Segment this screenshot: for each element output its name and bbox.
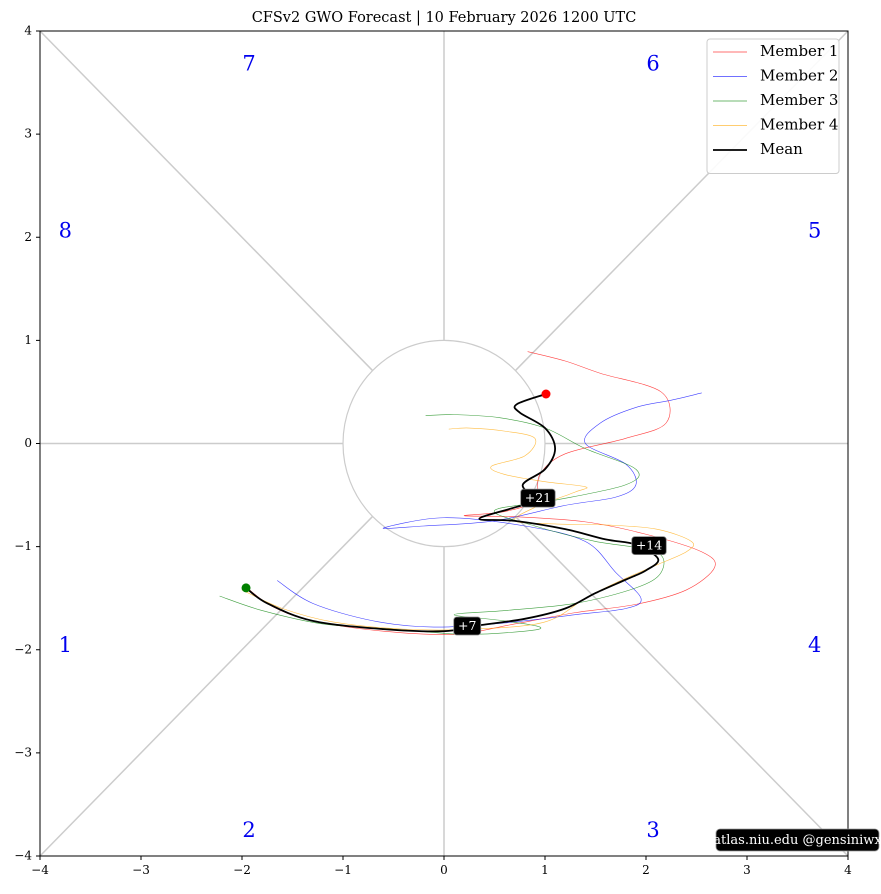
y-tick-label: 0 — [24, 436, 32, 450]
phase-label-7: 7 — [242, 52, 255, 76]
guide-diagonal-top-left — [39, 30, 374, 372]
series-line-mean — [245, 393, 660, 633]
day-marker-label: +14 — [636, 538, 662, 553]
day-marker-label: +21 — [525, 490, 551, 505]
series-lines — [219, 351, 716, 635]
x-tick-label: 2 — [642, 863, 650, 877]
legend-entry: Mean — [713, 140, 803, 158]
x-tick-label: 4 — [844, 863, 852, 877]
phase-label-8: 8 — [59, 219, 72, 243]
series-line-member-2 — [277, 392, 702, 628]
phase-label-6: 6 — [646, 52, 659, 76]
x-tick-label: −3 — [132, 863, 150, 877]
phase-label-3: 3 — [646, 818, 659, 842]
x-tick-label: 1 — [541, 863, 549, 877]
x-tick-label: −2 — [233, 863, 251, 877]
phase-guide-lines — [39, 30, 849, 857]
phase-labels: 1 2 3 4 5 6 7 8 — [59, 52, 822, 842]
phase-label-4: 4 — [808, 633, 821, 657]
chart-title: CFSv2 GWO Forecast | 10 February 2026 12… — [252, 10, 637, 26]
x-tick-label: −1 — [334, 863, 352, 877]
phase-label-1: 1 — [59, 633, 72, 657]
legend-entry: Member 2 — [713, 67, 838, 85]
legend-label: Member 1 — [760, 42, 838, 60]
x-tick-label: 0 — [440, 863, 448, 877]
y-tick-label: 2 — [24, 230, 32, 244]
legend-label: Member 3 — [760, 91, 838, 109]
y-tick-label: 3 — [24, 127, 32, 141]
day-marker-box — [453, 616, 482, 636]
day-marker: +14 — [631, 536, 667, 555]
day-marker-label: +7 — [458, 618, 476, 633]
y-tick-label: −2 — [14, 642, 32, 656]
y-tick-label: 1 — [24, 333, 32, 347]
axis-ticks: −4 −3 −2 −1 0 1 2 3 4 −4 −3 −2 −1 0 1 2 3 4 — [14, 24, 852, 878]
phase-label-5: 5 — [808, 219, 821, 243]
day-marker: +7 — [453, 616, 482, 636]
legend-entry: Member 4 — [713, 116, 838, 134]
start-point — [241, 583, 251, 593]
legend-entry: Member 3 — [713, 91, 838, 109]
credit-text: atlas.niu.edu @gensiniwx — [713, 833, 881, 848]
legend-box — [706, 38, 840, 174]
y-tick-label: −1 — [14, 539, 32, 553]
credit-badge: atlas.niu.edu @gensiniwx — [713, 828, 881, 852]
unit-circle — [342, 339, 546, 548]
guide-diagonal-bottom-right — [514, 515, 849, 857]
series-line-member-4 — [241, 427, 694, 631]
end-point — [541, 389, 551, 399]
phase-label-2: 2 — [242, 818, 255, 842]
credit-box — [715, 828, 880, 852]
series-line-member-1 — [246, 351, 716, 635]
y-tick-label: 4 — [24, 24, 32, 38]
legend: Member 1 Member 2 Member 3 Member 4 Mean — [706, 38, 840, 174]
day-marker-box — [631, 536, 667, 555]
legend-label: Member 2 — [760, 67, 838, 85]
day-marker-box — [520, 488, 556, 508]
day-markers: +7 +14 +21 — [453, 488, 667, 636]
legend-label: Member 4 — [760, 116, 838, 134]
legend-entry: Member 1 — [713, 42, 838, 60]
day-marker: +21 — [520, 488, 556, 508]
legend-label: Mean — [760, 140, 803, 158]
x-tick-label: −4 — [31, 863, 49, 877]
y-tick-label: −3 — [14, 745, 32, 759]
x-tick-label: 3 — [743, 863, 751, 877]
guide-diagonal-bottom-left — [39, 515, 374, 857]
y-tick-label: −4 — [14, 849, 32, 863]
endpoint-markers — [241, 389, 551, 593]
